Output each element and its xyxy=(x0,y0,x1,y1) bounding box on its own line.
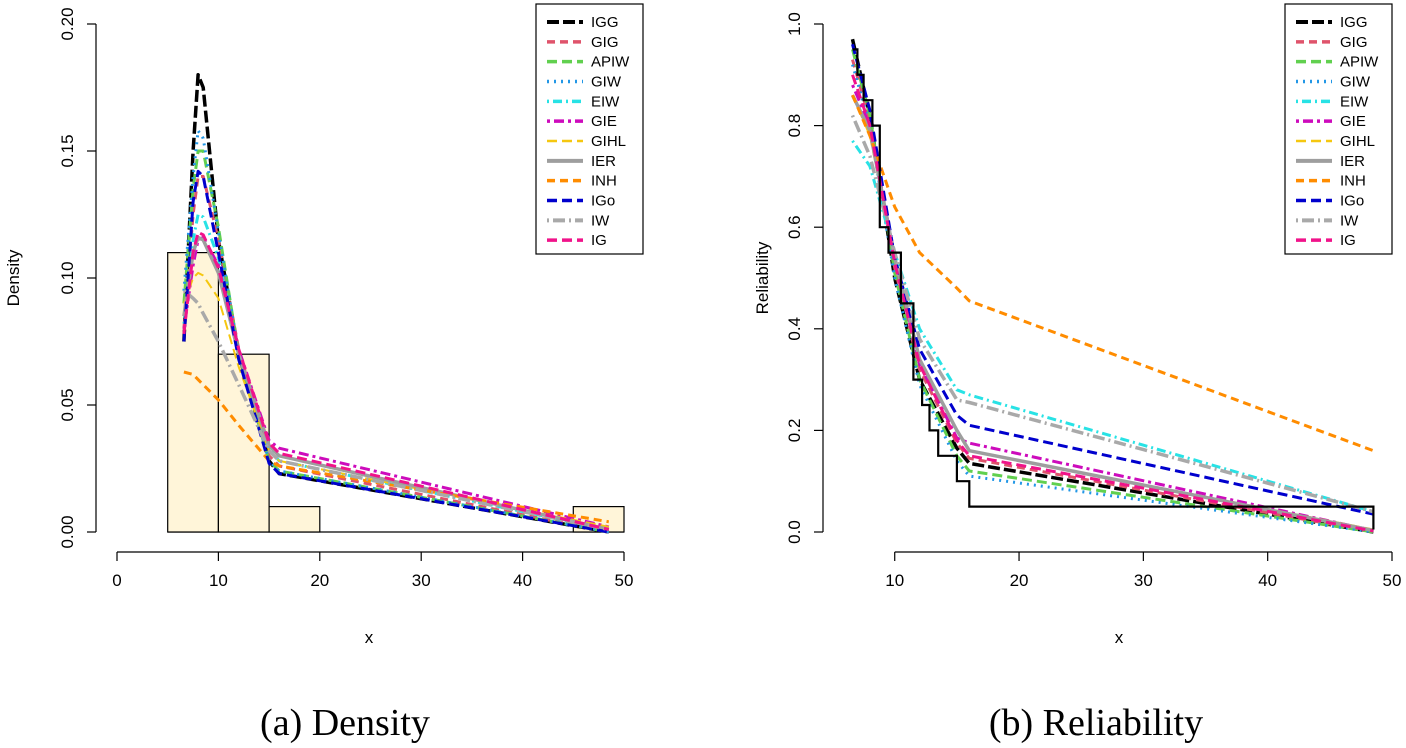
reliability-xlabel: x xyxy=(1115,628,1124,647)
density-legend-label-giw: GIW xyxy=(591,74,622,91)
density-legend-label-igg: IGG xyxy=(591,14,619,31)
density-x-tick-label: 0 xyxy=(112,571,121,590)
density-histogram-bar xyxy=(217,353,270,533)
density-line-gig xyxy=(182,174,610,534)
reliability-legend-label-gig: GIG xyxy=(1340,34,1368,51)
density-line-igo xyxy=(182,169,610,534)
density-histogram-bar xyxy=(268,506,321,533)
density-legend: IGG GIG APIW GIW EIW GIE GIHL IER INH IGo IW IG xyxy=(535,3,644,255)
reliability-y-tick-label: 0.2 xyxy=(785,419,804,443)
reliability-chart: 10 20 30 40 50 0.0 0.2 0.4 0.6 0.8 1.0 x Reliabili… xyxy=(753,3,1401,744)
density-x-tick-label: 50 xyxy=(615,571,634,590)
reliability-legend-label-apiw: APIW xyxy=(1340,54,1379,71)
reliability-y-tick-label: 0.0 xyxy=(785,520,804,544)
density-caption: (a) Density xyxy=(260,702,430,744)
density-legend-label-igo: IGo xyxy=(591,193,615,210)
density-y-tick-label: 0.05 xyxy=(58,388,77,421)
density-line-inh xyxy=(183,370,610,524)
reliability-x-tick-label: 50 xyxy=(1383,571,1402,590)
density-legend-label-gie: GIE xyxy=(591,113,617,130)
density-legend-label-gig: GIG xyxy=(591,34,619,51)
reliability-legend-label-inh: INH xyxy=(1340,173,1366,190)
density-line-iw xyxy=(182,289,610,532)
density-line-ig xyxy=(182,230,610,531)
reliability-legend-label-ig: IG xyxy=(1340,232,1356,249)
density-legend-label-ig: IG xyxy=(591,232,607,249)
density-legend-box xyxy=(535,3,644,255)
reliability-legend-label-igo: IGo xyxy=(1340,193,1364,210)
density-legend-label-iw: IW xyxy=(591,212,610,229)
reliability-line-igo xyxy=(851,43,1374,516)
density-y-tick-label: 0.20 xyxy=(58,7,77,40)
reliability-legend-label-ier: IER xyxy=(1340,153,1365,170)
reliability-legend-label-iw: IW xyxy=(1340,212,1359,229)
reliability-line-gig xyxy=(851,59,1374,534)
density-legend-label-inh: INH xyxy=(591,173,617,190)
reliability-legend-box xyxy=(1284,3,1393,255)
density-x-tick-label: 40 xyxy=(513,571,532,590)
density-legend-label-eiw: EIW xyxy=(591,93,620,110)
density-legend-label-gihl: GIHL xyxy=(591,133,626,150)
reliability-x-tick-label: 10 xyxy=(885,571,904,590)
density-x-tick-label: 10 xyxy=(209,571,228,590)
reliability-line-eiw xyxy=(851,139,1374,514)
reliability-legend-label-gie: GIE xyxy=(1340,113,1366,130)
reliability-empirical-step xyxy=(852,48,1375,530)
density-ylabel: Density xyxy=(4,249,23,306)
reliability-y-tick-label: 0.4 xyxy=(785,317,804,341)
reliability-line-inh xyxy=(851,94,1374,453)
density-legend-label-ier: IER xyxy=(591,153,616,170)
reliability-line-ig xyxy=(851,74,1374,533)
density-histogram-bar xyxy=(167,252,219,533)
density-line-ier xyxy=(182,235,610,532)
density-legend-label-apiw: APIW xyxy=(591,54,630,71)
reliability-legend-label-gihl: GIHL xyxy=(1340,133,1375,150)
reliability-legend-label-igg: IGG xyxy=(1340,14,1368,31)
reliability-legend: IGG GIG APIW GIW EIW GIE GIHL IER INH IGo IW IG xyxy=(1284,3,1393,255)
density-x-tick-label: 30 xyxy=(412,571,431,590)
reliability-caption: (b) Reliability xyxy=(989,702,1203,744)
density-y-tick-label: 0.15 xyxy=(58,134,77,167)
density-xlabel: x xyxy=(365,628,374,647)
reliability-x-tick-label: 30 xyxy=(1134,571,1153,590)
reliability-legend-label-giw: GIW xyxy=(1340,74,1371,91)
reliability-y-tick-label: 0.6 xyxy=(785,215,804,239)
density-axes: 0 10 20 30 40 50 0.00 0.05 0.10 0.15 0.20 xyxy=(58,7,633,590)
reliability-line-iw xyxy=(850,114,1374,514)
reliability-axes: 10 20 30 40 50 0.0 0.2 0.4 0.6 0.8 1.0 xyxy=(785,12,1401,590)
reliability-y-tick-label: 1.0 xyxy=(785,12,804,36)
reliability-y-tick-label: 0.8 xyxy=(785,114,804,138)
reliability-x-tick-label: 20 xyxy=(1010,571,1029,590)
reliability-series-lines xyxy=(850,38,1375,534)
density-chart: 0 10 20 30 40 50 0.00 0.05 0.10 0.15 0.20 x Densit… xyxy=(4,3,644,744)
density-y-tick-label: 0.10 xyxy=(58,261,77,294)
density-x-tick-label: 20 xyxy=(310,571,329,590)
reliability-x-tick-label: 40 xyxy=(1258,571,1277,590)
density-line-apiw xyxy=(182,149,610,534)
density-series-lines xyxy=(182,73,610,534)
reliability-ylabel: Reliability xyxy=(753,241,772,314)
density-y-tick-label: 0.00 xyxy=(58,515,77,548)
density-line-gihl xyxy=(182,271,609,528)
reliability-legend-label-eiw: EIW xyxy=(1340,93,1369,110)
